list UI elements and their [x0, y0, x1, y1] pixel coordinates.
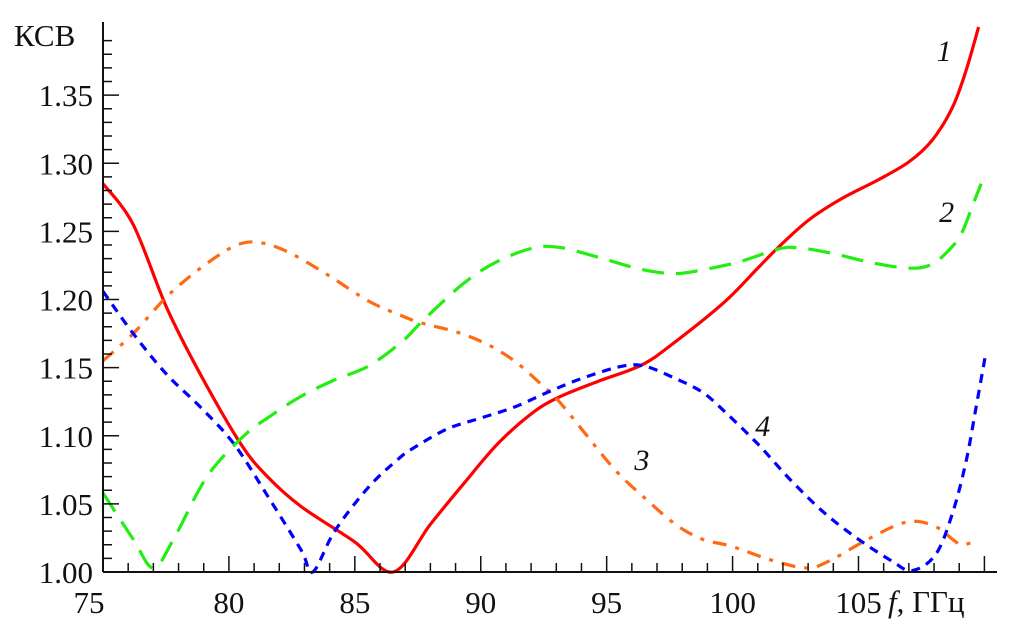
- series-1-line: [101, 26, 981, 574]
- y-axis-title: КСВ: [14, 18, 75, 53]
- x-axis-unit: , ГГц: [897, 584, 965, 619]
- x-tick-label: 105: [835, 585, 882, 620]
- x-tick-label: 95: [591, 585, 622, 620]
- x-tick-label: 85: [339, 585, 370, 620]
- axes: [102, 22, 997, 573]
- y-tick-label: 1.25: [39, 214, 93, 249]
- y-tick-label: 1.20: [39, 283, 93, 318]
- y-tick-label: 1.10: [39, 419, 93, 454]
- y-tick-label: 1.05: [39, 487, 93, 522]
- series-1-label: 1: [937, 35, 952, 68]
- series-2-line: [101, 183, 983, 570]
- y-tick-label: 1.15: [39, 351, 93, 386]
- curve-labels: 1 2 3 4: [633, 35, 954, 477]
- series-3-line: [101, 240, 977, 570]
- series-2-label: 2: [939, 196, 954, 229]
- x-axis-title: f, ГГц: [888, 584, 965, 619]
- series-4-label: 4: [755, 410, 770, 443]
- tick-labels: 75 80 85 90 95 100 105 1.00 1.05 1.10 1.15 1.20 1.25…: [39, 78, 882, 620]
- series-4-line: [101, 290, 987, 575]
- x-tick-label: 90: [465, 585, 496, 620]
- series-3-label: 3: [633, 444, 649, 477]
- x-tick-label: 75: [74, 585, 105, 620]
- curves: [101, 26, 987, 575]
- x-tick-label: 100: [709, 585, 756, 620]
- x-tick-label: 80: [213, 585, 244, 620]
- y-tick-label: 1.30: [39, 146, 93, 181]
- y-tick-label: 1.00: [39, 555, 93, 590]
- y-tick-label: 1.35: [39, 78, 93, 113]
